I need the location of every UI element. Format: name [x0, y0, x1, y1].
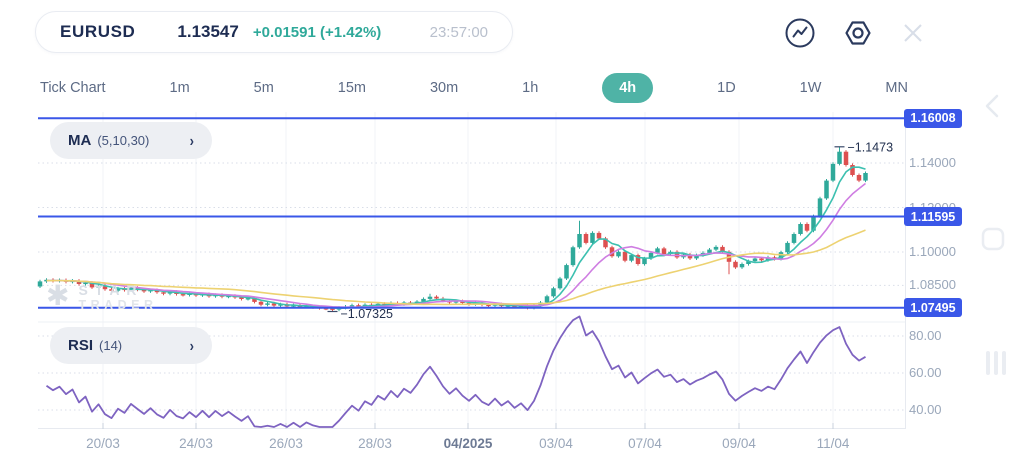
- rsi-axis-label: 60.00: [909, 365, 942, 380]
- date-axis-label: 04/2025: [443, 436, 493, 451]
- price-level-badge: 1.07495: [904, 298, 962, 318]
- header-actions: [784, 17, 928, 49]
- tab-1h[interactable]: 1h: [522, 80, 539, 96]
- ma-indicator-button[interactable]: MA (5,10,30) ›: [50, 122, 212, 159]
- star-logo-icon: ✱: [46, 280, 70, 311]
- symbol-name: EURUSD: [60, 22, 136, 41]
- collapse-panel-chevron-icon[interactable]: [982, 93, 1002, 119]
- tab-1m[interactable]: 1m: [169, 80, 190, 96]
- date-axis-label: 03/04: [539, 436, 573, 451]
- price-axis-label: 1.14000: [909, 155, 956, 170]
- date-axis-label: 28/03: [358, 436, 392, 451]
- tab-30m[interactable]: 30m: [429, 80, 459, 96]
- quote-time: 23:57:00: [429, 23, 488, 41]
- date-axis-label: 11/04: [816, 436, 850, 451]
- date-axis-label: 24/03: [179, 436, 213, 451]
- ma-label: MA: [68, 132, 92, 149]
- indicator-chart-icon[interactable]: [784, 17, 816, 49]
- watermark-line2: TRADER: [78, 298, 158, 312]
- tab-4h[interactable]: 4h: [602, 73, 654, 103]
- price-level-badge: 1.11595: [904, 207, 962, 226]
- price-change: +0.01591 (+1.42%): [252, 23, 382, 41]
- price-axis-label: 1.08500: [909, 277, 956, 293]
- date-axis-label: 26/03: [269, 436, 303, 451]
- rsi-axis-label: 80.00: [909, 328, 942, 343]
- settings-icon[interactable]: [842, 17, 874, 49]
- tab-tick-chart[interactable]: Tick Chart: [40, 80, 106, 96]
- svg-text:−1.1473: −1.1473: [848, 140, 894, 154]
- tab-1d[interactable]: 1D: [717, 80, 736, 96]
- panel-toggle-icon[interactable]: [980, 226, 1006, 252]
- ma-params: (5,10,30): [97, 133, 150, 148]
- rsi-axis-label: 40.00: [909, 402, 942, 417]
- tab-5m[interactable]: 5m: [253, 80, 274, 96]
- price-level-badge: 1.16008: [904, 108, 962, 128]
- symbol-header[interactable]: EURUSD 1.13547 +0.01591 (+1.42%) 23:57:0…: [35, 11, 513, 53]
- date-axis-label: 07/04: [628, 436, 662, 451]
- tab-15m[interactable]: 15m: [337, 80, 366, 96]
- drag-handle-icon[interactable]: [984, 350, 1012, 376]
- tab-1w[interactable]: 1W: [799, 80, 822, 96]
- last-price: 1.13547: [177, 22, 239, 41]
- rsi-params: (14): [99, 338, 123, 353]
- chevron-right-icon: ›: [189, 336, 194, 355]
- timeframe-tabs: Tick Chart 1m 5m 15m 30m 1h 4h 1D 1W MN: [40, 70, 908, 106]
- rsi-label: RSI: [68, 337, 94, 354]
- date-axis-label: 20/03: [86, 436, 120, 451]
- star-trader-watermark: ✱ STAR TRADER: [46, 280, 158, 313]
- date-axis-label: 09/04: [722, 436, 756, 451]
- close-icon[interactable]: [898, 18, 928, 48]
- watermark-line1: STAR: [78, 282, 144, 298]
- svg-text:−1.07325: −1.07325: [341, 307, 394, 321]
- price-axis-label: 1.10000: [909, 244, 956, 259]
- tab-mn[interactable]: MN: [885, 80, 908, 96]
- rsi-indicator-button[interactable]: RSI (14) ›: [50, 327, 212, 364]
- chevron-right-icon: ›: [189, 131, 194, 150]
